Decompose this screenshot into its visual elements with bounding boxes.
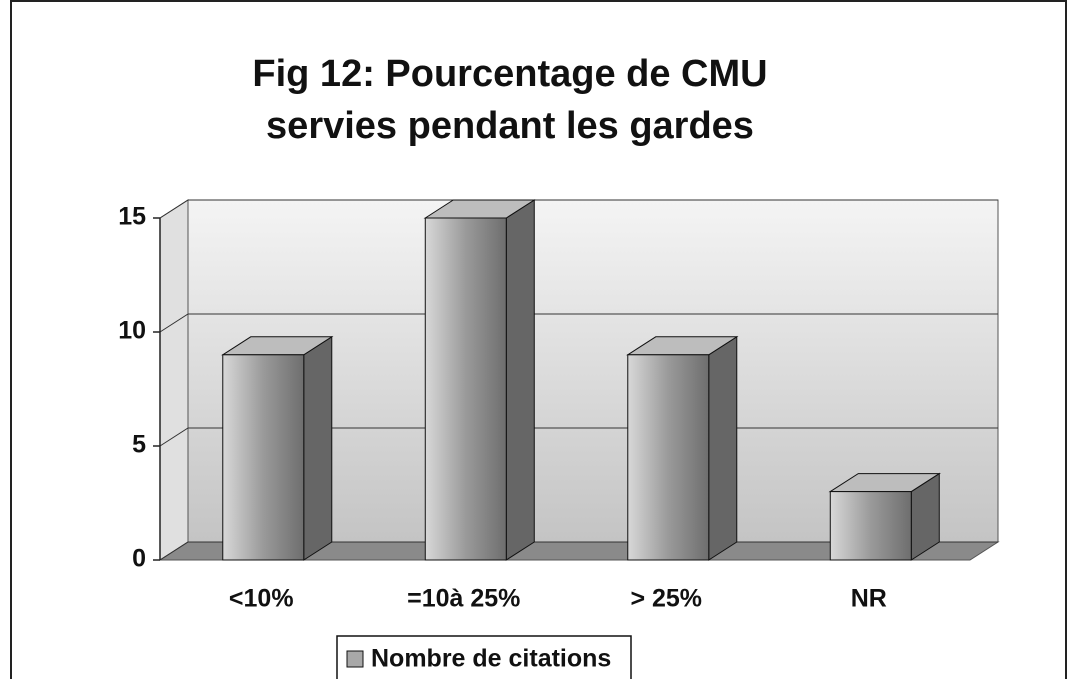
bar-side xyxy=(708,335,738,561)
chart-title: Fig 12: Pourcentage de CMU servies penda… xyxy=(252,53,768,147)
bar xyxy=(222,354,305,561)
legend-swatch xyxy=(346,650,364,668)
bar xyxy=(829,491,912,561)
y-tick-label: 15 xyxy=(118,203,146,231)
chart-border xyxy=(10,0,1067,679)
bar-side xyxy=(505,199,535,561)
grid-line xyxy=(159,313,998,333)
y-tick-label: 5 xyxy=(132,431,146,459)
side-wall xyxy=(159,199,189,561)
x-tick-label: NR xyxy=(851,585,887,613)
x-tick-label: > 25% xyxy=(630,585,702,613)
bar xyxy=(424,217,507,561)
y-tick-label: 10 xyxy=(118,317,146,345)
legend-box xyxy=(336,635,632,679)
legend-label: Nombre de citations xyxy=(371,645,611,673)
grid-line xyxy=(159,199,998,219)
x-tick-label: <10% xyxy=(229,585,294,613)
y-tick-label: 0 xyxy=(132,545,146,573)
bar xyxy=(627,354,710,561)
bar-side xyxy=(303,335,333,561)
x-tick-label: =10à 25% xyxy=(407,585,520,613)
